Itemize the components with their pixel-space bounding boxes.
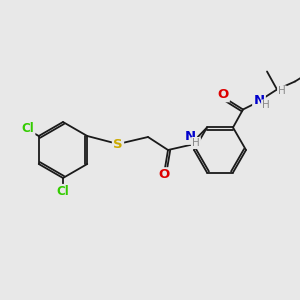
Text: O: O	[218, 88, 229, 101]
Text: Cl: Cl	[22, 122, 34, 135]
Text: H: H	[262, 100, 270, 110]
Text: N: N	[254, 94, 265, 107]
Text: O: O	[158, 169, 169, 182]
Text: H: H	[192, 138, 200, 148]
Text: Cl: Cl	[57, 185, 69, 198]
Text: H: H	[278, 86, 286, 97]
Text: N: N	[184, 130, 196, 143]
Text: S: S	[113, 137, 123, 151]
